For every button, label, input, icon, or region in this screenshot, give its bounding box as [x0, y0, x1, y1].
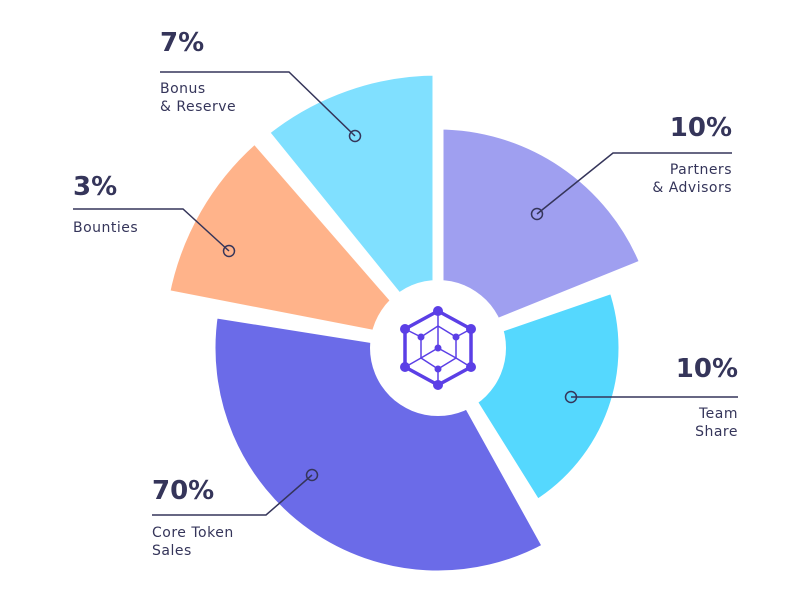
slice-label: Bounties	[73, 219, 138, 237]
label-line: & Advisors	[652, 180, 732, 196]
icon-node	[434, 365, 442, 373]
leader-marker	[222, 244, 236, 258]
hexagon-cube-network-icon	[400, 306, 476, 390]
label-line: & Reserve	[160, 99, 237, 115]
label-line: Bonus	[160, 81, 206, 97]
slice-value-label: 10%	[675, 354, 738, 384]
label-line: Partners	[669, 162, 732, 178]
leader-marker	[305, 468, 319, 482]
label-line: Bounties	[73, 220, 139, 236]
slice-value-label: 3%	[73, 172, 118, 202]
slice-label: Bonus & Reserve	[160, 80, 236, 116]
icon-node	[433, 306, 443, 316]
icon-node	[466, 324, 476, 334]
slice-value-label: 7%	[160, 28, 205, 58]
icon-node	[400, 362, 410, 372]
icon-node	[433, 380, 443, 390]
slice-label: Partners & Advisors	[652, 161, 732, 197]
label-line: Team	[698, 406, 738, 422]
slice-label: Core Token Sales	[152, 524, 234, 560]
slice-value-label: 10%	[669, 113, 732, 143]
icon-node	[400, 324, 410, 334]
label-line: Sales	[152, 543, 192, 559]
leader-line	[160, 71, 356, 137]
leader-marker	[348, 129, 362, 143]
leader-line	[536, 152, 732, 215]
icon-node	[417, 333, 425, 341]
icon-node	[466, 362, 476, 372]
pie-slice	[432, 118, 653, 357]
pie-slice	[157, 129, 453, 357]
leader-line	[152, 474, 313, 516]
label-line: Share	[695, 424, 738, 440]
pie-slice	[204, 306, 557, 582]
icon-node	[434, 344, 442, 352]
pie-slice	[255, 64, 444, 364]
leader-marker	[564, 390, 578, 404]
icon-edge	[437, 325, 457, 338]
icon-edge	[437, 357, 457, 370]
label-line: Core Token	[152, 525, 234, 541]
leader-line	[73, 208, 230, 252]
icon-node	[452, 333, 460, 341]
slice-label: Team Share	[695, 405, 738, 441]
leader-marker	[530, 207, 544, 221]
slice-value-label: 70%	[152, 476, 215, 506]
